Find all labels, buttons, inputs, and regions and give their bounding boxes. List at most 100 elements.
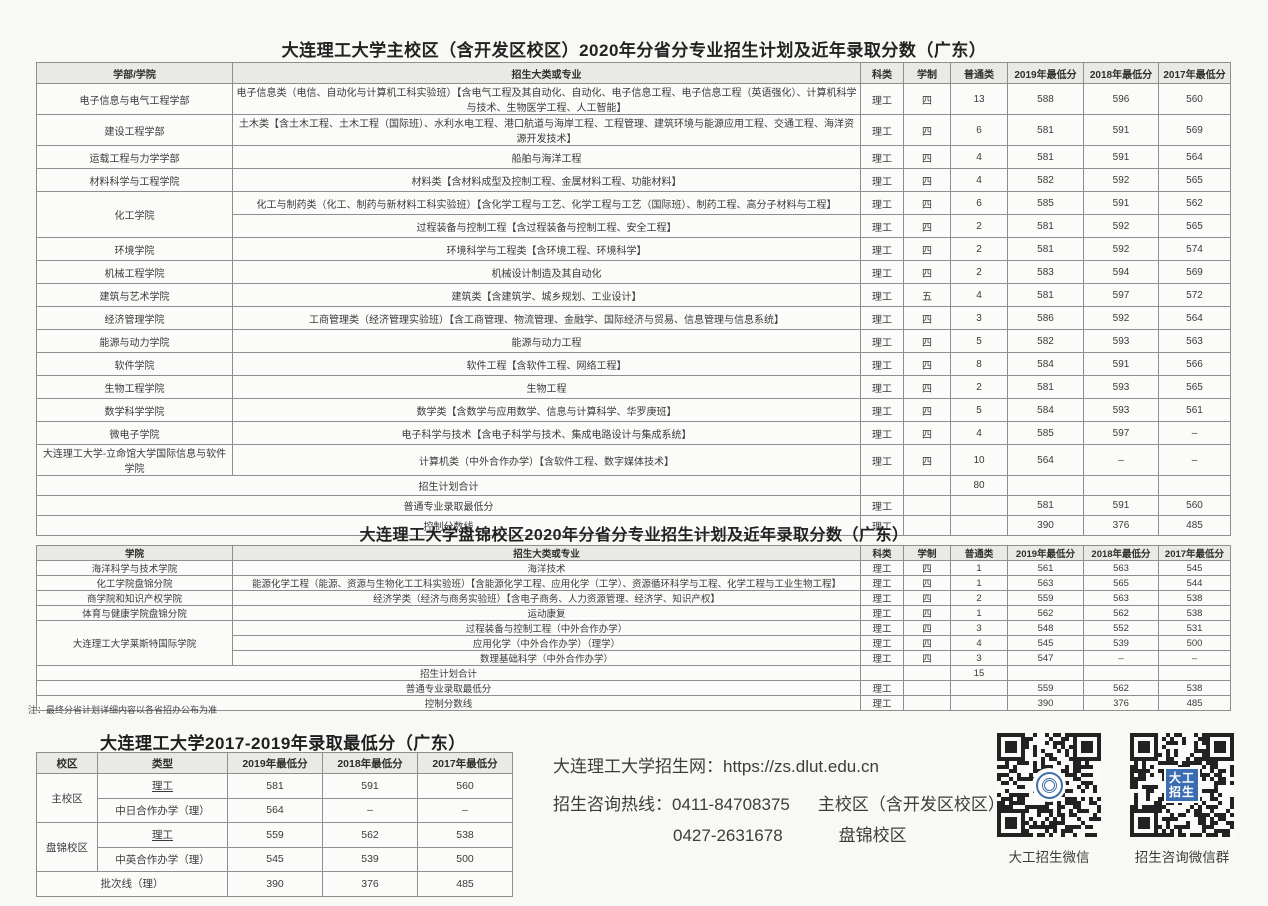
table-cell: 545 <box>1158 560 1231 576</box>
table-cell: 10 <box>950 444 1008 476</box>
table-cell: 建筑与艺术学院 <box>36 283 233 307</box>
table-cell: 电子信息与电气工程学部 <box>36 83 233 115</box>
table-row: 普通专业录取最低分 理工 559 562 538 <box>36 680 1231 696</box>
table-cell: 390 <box>227 871 323 897</box>
table-cell: 586 <box>1007 306 1084 330</box>
column-header: 类型 <box>97 752 228 774</box>
table-cell: 597 <box>1083 421 1159 445</box>
table-cell: – <box>1083 444 1159 476</box>
table-cell: 565 <box>1158 375 1231 399</box>
table-row: 化工学院 化工与制药类（化工、制药与新材料工科实验班）【含化学工程与工艺、化学工程… <box>36 191 1231 238</box>
table-cell: 561 <box>1007 560 1084 576</box>
table-cell: 四 <box>903 375 951 399</box>
contact-info: 大连理工大学招生网：https://zs.dlut.edu.cn 招生咨询热线：… <box>553 758 1005 865</box>
table-row: 海洋科学与技术学院 海洋技术 理工四 1 561 563 545 <box>36 560 1231 576</box>
table-cell: 585 <box>1007 421 1084 445</box>
table-cell: 四 <box>903 329 951 353</box>
table-cell: 四 <box>903 260 951 284</box>
table-cell: 572 <box>1158 283 1231 307</box>
table-cell: 4 <box>950 168 1008 192</box>
table-cell: 539 <box>1083 635 1159 651</box>
column-header: 招生大类或专业 <box>232 62 861 84</box>
table-cell: 581 <box>1007 375 1084 399</box>
admissions-website: 大连理工大学招生网：https://zs.dlut.edu.cn <box>553 757 879 776</box>
table-row: 招生计划合计 15 <box>36 665 1231 681</box>
table-cell: 四 <box>903 306 951 330</box>
table-cell: 564 <box>227 797 323 823</box>
table-cell: 2 <box>950 260 1008 284</box>
table-cell: 理工 <box>860 145 904 169</box>
table-cell: 582 <box>1007 329 1084 353</box>
table-cell: 四 <box>903 398 951 422</box>
column-header: 2019年最低分 <box>1007 62 1084 84</box>
table-cell: 80 <box>950 475 1008 496</box>
table-cell: 电子信息类（电信、自动化与计算机工科实验班）【含电气工程及其自动化、自动化、电子… <box>232 83 861 115</box>
table-cell: 船舶与海洋工程 <box>232 145 861 169</box>
table-cell: 593 <box>1083 375 1159 399</box>
table-row: 数学科学学院 数学类【含数学与应用数学、信息与计算科学、华罗庚班】 理工四 5 584 5… <box>36 398 1231 422</box>
table-cell: 591 <box>1083 114 1159 146</box>
table-cell: 建设工程学部 <box>36 114 233 146</box>
table-cell: 3 <box>950 306 1008 330</box>
table-cell: 562 <box>322 822 418 848</box>
table-cell <box>903 495 951 516</box>
hotline-phone-panjin: 0427-2631678 <box>673 826 783 845</box>
table-cell: 4 <box>950 421 1008 445</box>
table-cell: 大连理工大学-立命馆大学国际信息与软件学院 <box>36 444 233 476</box>
column-header: 2019年最低分 <box>1007 545 1084 561</box>
table-cell: 485 <box>1158 695 1231 711</box>
table-row: 运载工程与力学学部 船舶与海洋工程 理工四 4 581 591 564 <box>36 145 1231 169</box>
table-cell <box>950 495 1008 516</box>
table-cell: 560 <box>1158 83 1231 115</box>
table-cell: 538 <box>1158 590 1231 606</box>
university-emblem-icon <box>1032 768 1066 802</box>
table-cell: 四 <box>903 237 951 261</box>
table-cell: 584 <box>1007 398 1084 422</box>
table-cell: 547 <box>1007 650 1084 666</box>
table-cell: 理工 <box>860 421 904 445</box>
table-cell: 560 <box>1158 495 1231 516</box>
table-cell: – <box>1158 421 1231 445</box>
summary-table-title: 大连理工大学2017-2019年录取最低分（广东） <box>100 734 466 753</box>
table-row: 建设工程学部 土木类【含土木工程、土木工程（国际班）、水利水电工程、港口航道与海岸… <box>36 114 1231 146</box>
table-cell: 569 <box>1158 260 1231 284</box>
table-cell: 588 <box>1007 83 1084 115</box>
hotline-label: 招生咨询热线： <box>553 795 672 814</box>
table-cell: 控制分数线 <box>36 695 861 711</box>
table-row: 建筑与艺术学院 建筑类【含建筑学、城乡规划、工业设计】 理工五 4 581 597 572 <box>36 283 1231 307</box>
table-cell: 376 <box>1083 695 1159 711</box>
table-row: 控制分数线 理工 390 376 485 <box>36 695 1231 711</box>
table-cell: 盘锦校区 <box>36 822 98 872</box>
table-cell: 581 <box>1007 237 1084 261</box>
table-cell <box>1083 665 1159 681</box>
table-row: 数理基础科学（中外合作办学） 理工四 3 547– – <box>37 650 1231 666</box>
table-cell: 545 <box>227 846 323 872</box>
column-header: 2017年最低分 <box>1158 545 1231 561</box>
table-cell: 562 <box>1007 605 1084 621</box>
wechat-qr-code <box>997 733 1101 837</box>
table-cell: 应用化学（中外合作办学）（理学） <box>232 635 861 651</box>
table-cell: 理工 <box>860 191 904 215</box>
table-cell: 理工 <box>860 444 904 476</box>
table-cell: 596 <box>1083 83 1159 115</box>
table-cell: 574 <box>1158 237 1231 261</box>
table-cell: 理工 <box>860 590 904 606</box>
hotline-phone-panjin-note: 盘锦校区 <box>838 826 907 845</box>
table-row: 商学院和知识产权学院 经济学类（经济与商务实验班）【含电子商务、人力资源管理、经济… <box>36 590 1231 606</box>
table-cell: 四 <box>903 145 951 169</box>
table-cell: 四 <box>903 191 951 215</box>
table-cell: 普通专业录取最低分 <box>36 495 861 516</box>
table-cell: 五 <box>903 283 951 307</box>
hotline-line-2: 0427-2631678 盘锦校区 <box>553 827 1005 844</box>
main-campus-score-table: 学部/学院 招生大类或专业 科类 学制 普通类 2019年最低分 2018年最低分 2017年… <box>36 62 1231 536</box>
table-cell: 理工 <box>860 398 904 422</box>
table-cell: 566 <box>1158 352 1231 376</box>
table-cell: – <box>1158 650 1231 666</box>
table-cell <box>1083 475 1159 496</box>
table-cell: 主校区 <box>36 773 98 823</box>
table-row: 经济管理学院 工商管理类（经济管理实验班）【含工商管理、物流管理、金融学、国际经济… <box>36 306 1231 330</box>
header-row: 校区 类型 2019年最低分 2018年最低分 2017年最低分 <box>36 752 513 774</box>
table-cell: 四 <box>903 352 951 376</box>
table-cell: 电子科学与技术【含电子科学与技术、集成电路设计与集成系统】 <box>232 421 861 445</box>
